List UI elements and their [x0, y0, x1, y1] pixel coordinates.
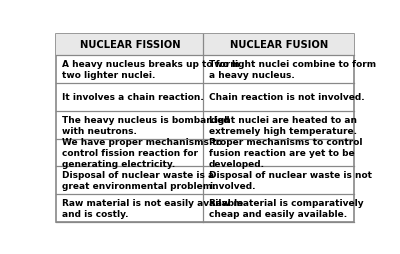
Text: Two light nuclei combine to form
a heavy nucleus.: Two light nuclei combine to form a heavy…	[209, 60, 376, 80]
Text: A heavy nucleus breaks up to form
two lighter nuclei.: A heavy nucleus breaks up to form two li…	[62, 60, 240, 80]
Text: We have proper mechanisms to
control fission reaction for
generating electricity: We have proper mechanisms to control fis…	[62, 138, 222, 168]
Text: Raw material is comparatively
cheap and easily available.: Raw material is comparatively cheap and …	[209, 198, 364, 218]
Text: NUCLEAR FISSION: NUCLEAR FISSION	[80, 40, 180, 50]
Text: NUCLEAR FUSION: NUCLEAR FUSION	[230, 40, 328, 50]
Text: Proper mechanisms to control
fusion reaction are yet to be
developed.: Proper mechanisms to control fusion reac…	[209, 138, 362, 168]
Text: Raw material is not easily available
and is costly.: Raw material is not easily available and…	[62, 198, 243, 218]
Text: Disposal of nuclear waste is a
great environmental problem.: Disposal of nuclear waste is a great env…	[62, 171, 215, 190]
Bar	[56, 34, 354, 56]
Text: The heavy nucleus is bombarded
with neutrons.: The heavy nucleus is bombarded with neut…	[62, 115, 230, 135]
Text: Light nuclei are heated to an
extremely high temperature.: Light nuclei are heated to an extremely …	[209, 115, 357, 135]
Text: Disposal of nuclear waste is not
involved.: Disposal of nuclear waste is not involve…	[209, 171, 372, 190]
Text: It involves a chain reaction.: It involves a chain reaction.	[62, 93, 204, 102]
Text: Chain reaction is not involved.: Chain reaction is not involved.	[209, 93, 365, 102]
